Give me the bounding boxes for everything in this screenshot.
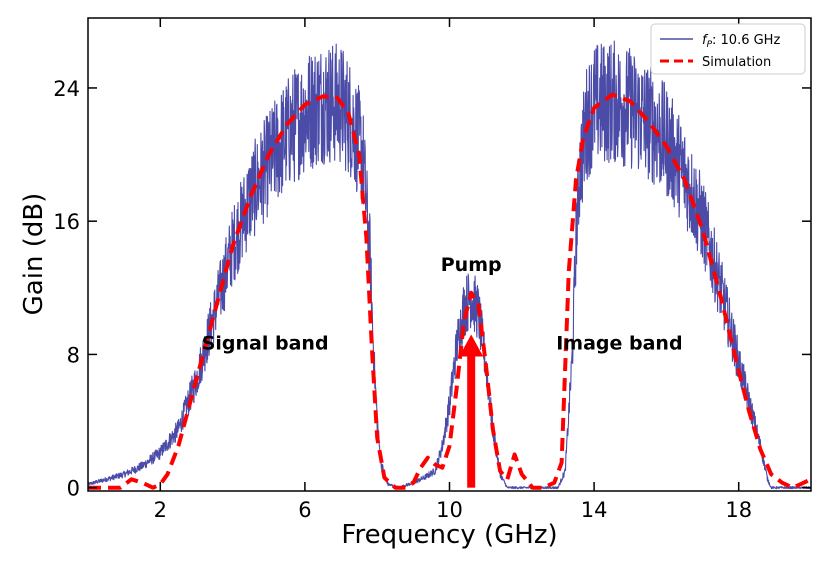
arrow-layer: [459, 334, 484, 488]
y-tick-label-3: 24: [53, 77, 80, 101]
legend-label-measured-sub: P: [707, 40, 713, 50]
x-axis-title: Frequency (GHz): [341, 520, 557, 550]
y-axis-title: Gain (dB): [19, 193, 49, 316]
plot-area: [88, 40, 811, 490]
ticks-layer: 2 6 10 14 18 0 8 16 24: [53, 18, 811, 522]
x-tick-label-3: 14: [581, 498, 608, 522]
annotation-1: Pump: [441, 254, 502, 276]
legend: fP: 10.6 GHz Simulation: [650, 23, 806, 75]
x-tick-label-4: 18: [725, 498, 752, 522]
legend-label-measured-rest: : 10.6 GHz: [712, 33, 780, 48]
x-tick-label-0: 2: [154, 498, 167, 522]
annotation-0: Signal band: [202, 332, 329, 354]
pump-arrow-shaft: [467, 354, 476, 488]
y-tick-label-0: 0: [67, 477, 80, 501]
series-layer: [88, 40, 811, 490]
x-tick-label-2: 10: [436, 498, 463, 522]
legend-label-measured-f: f: [702, 33, 709, 48]
y-tick-label-2: 16: [53, 210, 80, 234]
x-tick-label-1: 6: [298, 498, 311, 522]
legend-label-measured: fP: 10.6 GHz: [702, 33, 780, 50]
legend-label-simulation: Simulation: [702, 55, 771, 70]
pump-arrow-head: [459, 334, 484, 357]
y-tick-label-1: 8: [67, 343, 80, 367]
series-line-1: [88, 92, 811, 490]
annotation-2: Image band: [556, 332, 682, 354]
annotation-layer: Signal band Pump Image band: [202, 254, 683, 354]
series-line-0: [88, 40, 811, 490]
